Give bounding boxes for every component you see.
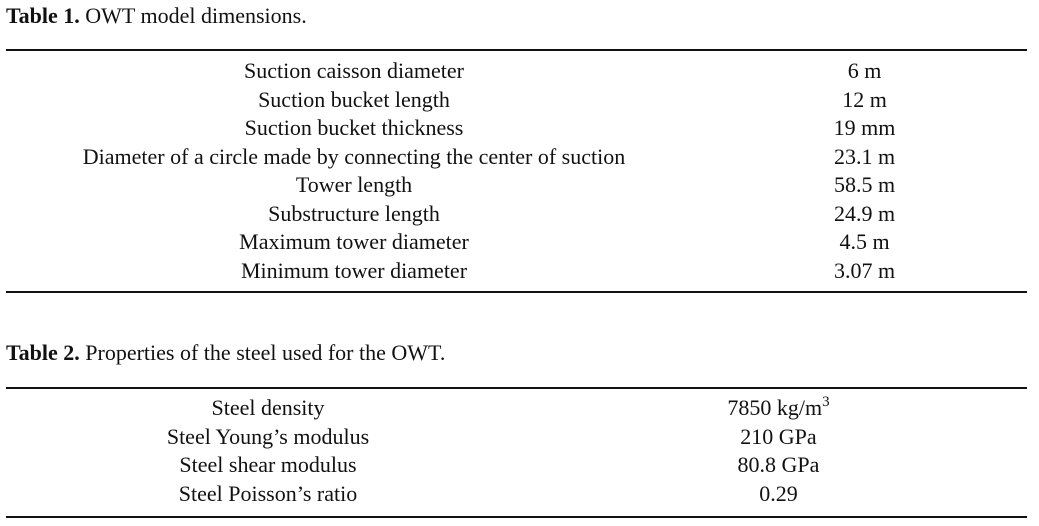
table2-caption-label: Table 2.: [6, 340, 80, 365]
table1-value: 3.07 m: [833, 257, 896, 283]
table1-row: Diameter of a circle made by connecting …: [6, 143, 1027, 172]
table1-property: Minimum tower diameter: [240, 257, 468, 283]
table2-caption: Table 2. Properties of the steel used fo…: [6, 340, 445, 366]
table2-value: 210 GPa: [740, 423, 817, 449]
table1-value: 12 m: [842, 86, 887, 112]
table2-row: Steel Young’s modulus 210 GPa: [6, 423, 1027, 452]
table1-caption-label: Table 1.: [6, 3, 80, 28]
table2-top-rule: [6, 387, 1027, 389]
table1-property: Substructure length: [268, 200, 440, 226]
table2-value: 7850 kg/m3: [530, 394, 1027, 423]
table2-property: Steel density: [211, 395, 325, 420]
table2-bottom-rule: [6, 516, 1027, 518]
table1-value: 58.5 m: [833, 172, 896, 197]
table1: Suction caisson diameter 6 m Suction buc…: [6, 57, 1027, 285]
table2-value: 80.8 GPa: [737, 452, 820, 477]
table1-row: Maximum tower diameter 4.5 m: [6, 228, 1027, 257]
table1-property: Suction bucket length: [258, 86, 450, 112]
table1-row: Suction bucket length 12 m: [6, 86, 1027, 115]
table2-property: Steel Poisson’s ratio: [178, 480, 358, 506]
table1-row: Suction caisson diameter 6 m: [6, 57, 1027, 86]
table1-property: Maximum tower diameter: [239, 229, 469, 254]
table2-row: Steel density 7850 kg/m3: [6, 394, 1027, 423]
table1-caption-text: OWT model dimensions.: [85, 3, 307, 28]
table1-row: Suction bucket thickness 19 mm: [6, 114, 1027, 143]
table2-value-superscript: 3: [822, 394, 830, 410]
table1-caption: Table 1. OWT model dimensions.: [6, 3, 307, 29]
table1-value: 24.9 m: [833, 200, 896, 226]
table1-top-rule: [6, 49, 1027, 51]
table1-property: Suction bucket thickness: [244, 115, 464, 140]
table2-row: Steel shear modulus 80.8 GPa: [6, 451, 1027, 480]
table1-row: Substructure length 24.9 m: [6, 200, 1027, 229]
table2: Steel density 7850 kg/m3 Steel Young’s m…: [6, 394, 1027, 508]
table1-value: 19 mm: [833, 115, 896, 140]
table2-property: Steel Young’s modulus: [166, 423, 370, 449]
table2-value-text: 7850 kg/m: [727, 395, 823, 420]
table2-caption-text: Properties of the steel used for the OWT…: [85, 340, 446, 365]
table1-value: 4.5 m: [839, 229, 890, 254]
table1-value: 23.1 m: [833, 143, 896, 169]
table1-property: Tower length: [295, 172, 413, 197]
table2-value: 0.29: [759, 480, 798, 506]
table1-bottom-rule: [6, 291, 1027, 293]
table2-row: Steel Poisson’s ratio 0.29: [6, 480, 1027, 509]
table2-property: Steel shear modulus: [179, 452, 357, 477]
table1-property: Diameter of a circle made by connecting …: [82, 143, 626, 169]
table1-value: 6 m: [847, 58, 882, 83]
table1-property: Suction caisson diameter: [244, 58, 464, 83]
table1-row: Minimum tower diameter 3.07 m: [6, 257, 1027, 286]
table1-row: Tower length 58.5 m: [6, 171, 1027, 200]
